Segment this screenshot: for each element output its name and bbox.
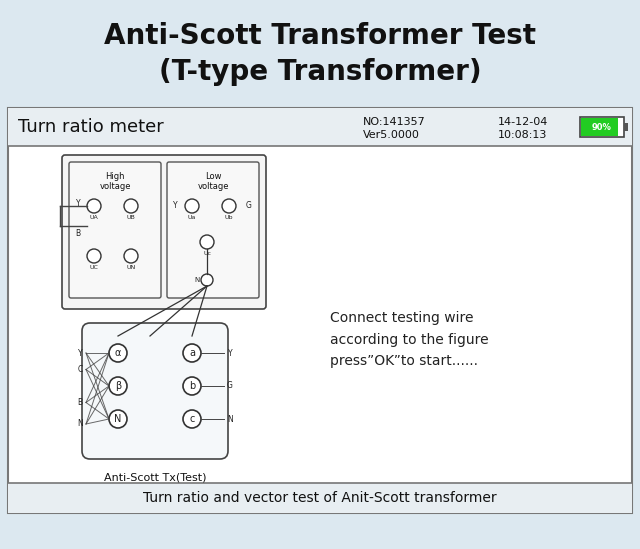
FancyBboxPatch shape	[69, 162, 161, 298]
Text: Anti-Scott Transformer Test: Anti-Scott Transformer Test	[104, 22, 536, 50]
Circle shape	[185, 199, 199, 213]
Bar	[624, 123, 628, 131]
Text: Ub: Ub	[225, 215, 233, 220]
Circle shape	[109, 410, 127, 428]
Circle shape	[183, 344, 201, 362]
Circle shape	[87, 249, 101, 263]
Text: UA: UA	[90, 215, 99, 220]
Text: N: N	[115, 414, 122, 424]
Text: N: N	[77, 419, 83, 429]
Circle shape	[222, 199, 236, 213]
Text: a: a	[189, 348, 195, 358]
Circle shape	[183, 377, 201, 395]
Text: Y: Y	[228, 349, 232, 357]
Circle shape	[109, 377, 127, 395]
Text: α: α	[115, 348, 121, 358]
Text: B: B	[76, 229, 81, 238]
Text: 90%: 90%	[592, 122, 612, 132]
Text: 10:08:13: 10:08:13	[498, 130, 547, 140]
Text: b: b	[189, 381, 195, 391]
Text: β: β	[115, 381, 121, 391]
Circle shape	[124, 249, 138, 263]
Text: G: G	[227, 382, 233, 390]
Circle shape	[87, 199, 101, 213]
Text: UN: UN	[126, 265, 136, 270]
Bar	[580, 117, 624, 137]
Text: C: C	[77, 365, 83, 374]
Text: Anti-Scott Tx(Test): Anti-Scott Tx(Test)	[104, 473, 206, 483]
Text: N: N	[195, 277, 200, 283]
Circle shape	[201, 274, 213, 286]
Circle shape	[124, 199, 138, 213]
FancyBboxPatch shape	[62, 155, 266, 309]
Bar	[581, 118, 618, 136]
Text: Y: Y	[173, 201, 177, 210]
Circle shape	[109, 344, 127, 362]
Text: NO:141357: NO:141357	[363, 117, 426, 127]
Text: G: G	[246, 201, 252, 210]
Text: Low
voltage: Low voltage	[197, 172, 228, 192]
Text: Ua: Ua	[188, 215, 196, 220]
Text: c: c	[189, 414, 195, 424]
Text: Turn ratio meter: Turn ratio meter	[18, 118, 164, 136]
Circle shape	[183, 410, 201, 428]
Text: Y: Y	[77, 349, 83, 357]
Text: N: N	[227, 414, 233, 423]
Circle shape	[200, 235, 214, 249]
Text: UB: UB	[127, 215, 136, 220]
Text: Y: Y	[76, 199, 80, 209]
Text: 14-12-04: 14-12-04	[498, 117, 548, 127]
Text: Turn ratio and vector test of Anit-Scott transformer: Turn ratio and vector test of Anit-Scott…	[143, 491, 497, 505]
Text: Ver5.0000: Ver5.0000	[363, 130, 420, 140]
Text: Connect testing wire
according to the figure
press”OK”to start......: Connect testing wire according to the fi…	[330, 311, 488, 368]
Text: Uc: Uc	[203, 251, 211, 256]
Bar	[8, 483, 632, 513]
Bar	[8, 108, 632, 146]
Bar	[8, 108, 632, 513]
Text: High
voltage: High voltage	[99, 172, 131, 192]
Text: (T-type Transformer): (T-type Transformer)	[159, 58, 481, 86]
Text: UC: UC	[90, 265, 99, 270]
FancyBboxPatch shape	[167, 162, 259, 298]
FancyBboxPatch shape	[82, 323, 228, 459]
Text: B: B	[77, 398, 83, 407]
